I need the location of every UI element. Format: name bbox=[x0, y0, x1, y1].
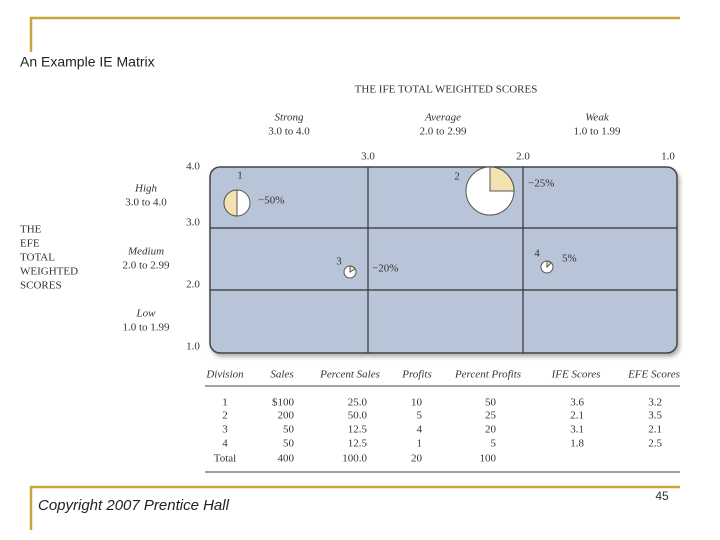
column-range: 2.0 to 2.99 bbox=[419, 126, 467, 138]
table-cell: $100 bbox=[272, 397, 295, 409]
division-label: 2 bbox=[454, 171, 460, 183]
table-header: Percent Profits bbox=[454, 369, 521, 381]
table-header: Division bbox=[205, 369, 244, 381]
column-name: Strong bbox=[275, 112, 304, 124]
y-tick-label: 3.0 bbox=[186, 217, 200, 229]
table-cell: 3 bbox=[222, 424, 228, 436]
table-cell: 1.8 bbox=[570, 438, 584, 450]
column-range: 3.0 to 4.0 bbox=[268, 126, 310, 138]
table-cell: 5 bbox=[491, 438, 497, 450]
table-header: Profits bbox=[401, 369, 432, 381]
x-tick-label: 1.0 bbox=[661, 151, 675, 163]
division-label: 3 bbox=[336, 256, 342, 268]
table-cell: 3.2 bbox=[648, 397, 662, 409]
matrix-grid bbox=[210, 167, 677, 353]
table-cell: 50.0 bbox=[348, 410, 368, 422]
table-header: Percent Sales bbox=[319, 369, 380, 381]
table-cell: 20 bbox=[485, 424, 497, 436]
x-tick-label: 2.0 bbox=[516, 151, 530, 163]
column-name: Weak bbox=[585, 112, 610, 124]
table-cell: 3.1 bbox=[570, 424, 584, 436]
division-percent: 5% bbox=[562, 253, 577, 265]
table-cell: 1 bbox=[417, 438, 423, 450]
column-name: Average bbox=[424, 112, 461, 124]
table-cell: 3.5 bbox=[648, 410, 662, 422]
table-lines bbox=[205, 385, 680, 473]
division-percent: −25% bbox=[528, 178, 554, 190]
division-label: 4 bbox=[534, 248, 540, 260]
y-axis-title: EFE bbox=[20, 238, 40, 250]
table-cell: 2 bbox=[222, 410, 228, 422]
table-cell: 4 bbox=[222, 438, 228, 450]
table-cell: 4 bbox=[417, 424, 423, 436]
table-cell: 10 bbox=[411, 397, 423, 409]
table-cell: 1 bbox=[222, 397, 228, 409]
table-header: EFE Scores bbox=[627, 369, 680, 381]
y-axis-title: THE bbox=[20, 224, 42, 236]
y-axis-title: SCORES bbox=[20, 280, 62, 292]
footer: Copyright 2007 Prentice Hall bbox=[38, 497, 230, 514]
table-cell: 3.6 bbox=[570, 397, 584, 409]
table-header: Sales bbox=[270, 369, 293, 381]
table-cell: 50 bbox=[485, 397, 497, 409]
row-range: 3.0 to 4.0 bbox=[125, 197, 167, 209]
table-cell: 5 bbox=[417, 410, 423, 422]
column-range: 1.0 to 1.99 bbox=[573, 126, 621, 138]
table-cell: 100.0 bbox=[342, 453, 367, 465]
table-cell: 25 bbox=[485, 410, 497, 422]
division-percent: −20% bbox=[372, 263, 398, 275]
pies bbox=[223, 166, 554, 279]
row-name: Low bbox=[136, 308, 157, 320]
table-header: IFE Scores bbox=[551, 369, 601, 381]
y-tick-label: 4.0 bbox=[186, 161, 200, 173]
page-number: 45 bbox=[655, 489, 669, 503]
division-label: 1 bbox=[237, 170, 243, 182]
row-name: High bbox=[134, 183, 158, 195]
table-cell: 12.5 bbox=[348, 438, 368, 450]
table-cell: 100 bbox=[480, 453, 497, 465]
y-tick-label: 1.0 bbox=[186, 341, 200, 353]
table-cell: 2.1 bbox=[648, 424, 662, 436]
table-cell: 400 bbox=[278, 453, 295, 465]
frame bbox=[29, 16, 680, 530]
x-tick-label: 3.0 bbox=[361, 151, 375, 163]
y-axis-title: TOTAL bbox=[20, 252, 55, 264]
table-cell: 2.1 bbox=[570, 410, 584, 422]
table-cell: 50 bbox=[283, 438, 295, 450]
x-axis-title: THE IFE TOTAL WEIGHTED SCORES bbox=[355, 84, 538, 96]
row-range: 2.0 to 2.99 bbox=[122, 260, 170, 272]
row-name: Medium bbox=[127, 246, 164, 258]
table-cell: 12.5 bbox=[348, 424, 368, 436]
table-cell: 2.5 bbox=[648, 438, 662, 450]
slide-title: An Example IE Matrix bbox=[20, 54, 155, 70]
table-cell: 200 bbox=[278, 410, 295, 422]
table-cell: 50 bbox=[283, 424, 295, 436]
row-range: 1.0 to 1.99 bbox=[122, 322, 170, 334]
matrix-box bbox=[209, 166, 678, 354]
division-percent: −50% bbox=[258, 195, 284, 207]
table-cell: 25.0 bbox=[348, 397, 368, 409]
y-axis-title: WEIGHTED bbox=[20, 266, 78, 278]
table-cell: 20 bbox=[411, 453, 423, 465]
table-cell: Total bbox=[214, 453, 236, 465]
y-tick-label: 2.0 bbox=[186, 279, 200, 291]
